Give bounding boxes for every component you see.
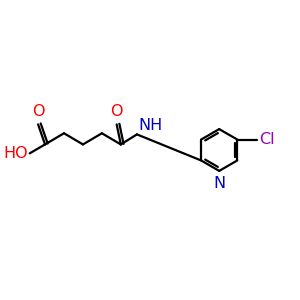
Text: O: O — [110, 104, 123, 119]
Text: HO: HO — [4, 146, 28, 161]
Text: N: N — [213, 176, 225, 191]
Text: O: O — [32, 104, 44, 119]
Text: NH: NH — [138, 118, 163, 133]
Text: Cl: Cl — [260, 132, 275, 147]
